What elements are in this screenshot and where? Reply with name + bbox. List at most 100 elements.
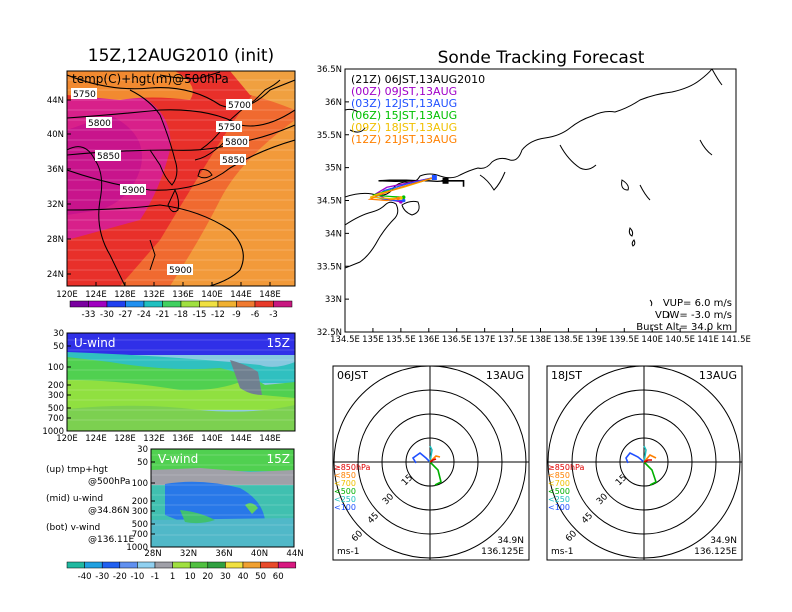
pressure-tick-label: 300 [48, 391, 64, 401]
track-landing-point [399, 196, 403, 200]
colorbar-swatch [277, 561, 297, 569]
colorbar-tick-label: -30 [95, 572, 109, 582]
lat-tick-label: 34N [325, 229, 342, 239]
colorbar-tick-label: 40 [238, 572, 249, 582]
lat-tick-label: 36N [47, 165, 64, 175]
colorbar-swatch [84, 561, 103, 569]
wind-colorbar [66, 561, 297, 569]
note-row1: (mid) u-wind [46, 494, 103, 504]
right-title: Sonde Tracking Forecast [438, 48, 645, 68]
lat-tick-label: 32N [47, 200, 64, 210]
vwind-fill-gray [151, 468, 294, 485]
lon-tick-label: 128E [114, 434, 136, 444]
track-legend-item: (00Z) 09JST,13AUG [351, 85, 457, 98]
hodo-trace-segment [643, 445, 647, 463]
vwind-hatching [151, 454, 294, 536]
lon-tick-label: 138E [530, 335, 552, 345]
note-row1: (up) tmp+hgt [46, 465, 108, 475]
lon-tick-label: 140E [641, 335, 663, 345]
colorbar-tick-label: -6 [251, 310, 259, 320]
pressure-tick-label: 700 [48, 414, 64, 424]
colorbar-swatch [217, 300, 237, 308]
colorbar-tick-label: -9 [232, 310, 240, 320]
contour-label: 5700 [228, 101, 251, 111]
uwind-time: 15Z [267, 336, 291, 350]
uwind-frame [66, 332, 296, 432]
track-series-line [367, 176, 435, 202]
lat-tick-label: 35.5N [317, 131, 342, 141]
uwind-fill-bottom [67, 405, 295, 431]
pressure-tick-label: 200 [132, 497, 148, 507]
hodo-legend-item: <100 [548, 503, 570, 512]
colorbar-tick-label: -24 [137, 310, 151, 320]
pressure-tick-label: 100 [132, 479, 148, 489]
pressure-tick-label: 500 [48, 404, 64, 414]
hodo-legend-item: <100 [334, 503, 356, 512]
colorbar-tick-label: -20 [113, 572, 127, 582]
lon-tick-label: 124E [85, 434, 107, 444]
track-end-hook [441, 179, 465, 187]
note-row2: @136.11E [88, 535, 134, 545]
track-series-line [369, 176, 435, 200]
hodo-trace-segment [643, 454, 657, 463]
track-landing-point [401, 195, 406, 200]
lon-tick-label: 141E [697, 335, 719, 345]
lon-tick-label: 137.5E [498, 335, 528, 345]
map-hatching [67, 79, 295, 281]
track-lon-ticks: 134.5E 135E 135.5E 136E 136.5E 137E 137.5E 138E… [330, 328, 751, 345]
hodo-legend-item: <700 [548, 479, 570, 488]
pressure-tick-label: 30 [137, 445, 148, 455]
track-legend-item: (03Z) 12JST,13AUG [351, 97, 457, 110]
track-legend-item: (09Z) 18JST,13AUG [351, 121, 457, 134]
colorbar-swatch [242, 561, 261, 569]
colorbar-tick-label: 20 [202, 572, 213, 582]
launch-marker [431, 174, 437, 180]
map-fill-north-orange [67, 71, 193, 100]
map-panel [67, 71, 295, 286]
temp-colorbar-ticks: -33 -30 -27 -24 -21 -18 -15 -12 -9 -6 -3 [82, 310, 278, 320]
hodo-trace-segment [429, 461, 442, 486]
contour-label: 5900 [169, 266, 192, 276]
lon-tick-label: 128E [114, 290, 136, 300]
hodo-loc-lat: 34.9N [710, 536, 737, 546]
lon-tick-label: 139.5E [609, 335, 639, 345]
pressure-tick-label: 500 [132, 520, 148, 530]
hodo-legend: ≥850hPa <850 <700 <500 <250 <100 [548, 463, 585, 512]
contour-label-bg [216, 121, 242, 132]
uwind-lon-ticks: 120E 124E 128E 132E 136E 140E 144E 148E [56, 434, 281, 444]
note-row2: @34.86N [88, 506, 130, 516]
hodo-legend-item: <250 [548, 495, 570, 504]
hodo-date: 13AUG [486, 369, 524, 382]
note-row1: (bot) v-wind [46, 523, 100, 533]
lon-tick-label: 136E [172, 434, 194, 444]
colorbar-tick-label: -21 [156, 310, 170, 320]
contour-label: 5850 [97, 152, 120, 162]
uwind-fill-gray [230, 360, 262, 395]
track-landing-point [401, 198, 406, 203]
lon-tick-label: 144E [230, 290, 252, 300]
contour-label-bg [226, 99, 252, 110]
colorbar-swatch [172, 561, 191, 569]
track-lines [367, 174, 465, 204]
hodo-trace-segment [625, 451, 645, 464]
lon-tick-label: 141.5E [721, 335, 751, 345]
colorbar-swatch [273, 300, 293, 308]
colorbar-tick-label: 30 [220, 572, 231, 582]
lat-tick-label: 33N [325, 295, 342, 305]
lon-tick-label: 124E [85, 290, 107, 300]
colorbar-swatch [162, 300, 182, 308]
track-legend-item: (12Z) 21JST,13AUG [351, 133, 457, 146]
hodo-trace-segment [411, 451, 431, 464]
contour-label: 5800 [225, 138, 248, 148]
hodo-trace-segment [643, 461, 657, 486]
colorbar-tick-label: -1 [151, 572, 159, 582]
lon-tick-label: 148E [259, 434, 281, 444]
lat-tick-label: 28N [47, 235, 64, 245]
left-title: 15Z,12AUG2010 (init) [88, 46, 274, 66]
track-landing-point [396, 196, 400, 201]
colorbar-swatch [199, 300, 219, 308]
map-frame [66, 70, 296, 287]
colorbar-tick-label: -12 [211, 310, 225, 320]
